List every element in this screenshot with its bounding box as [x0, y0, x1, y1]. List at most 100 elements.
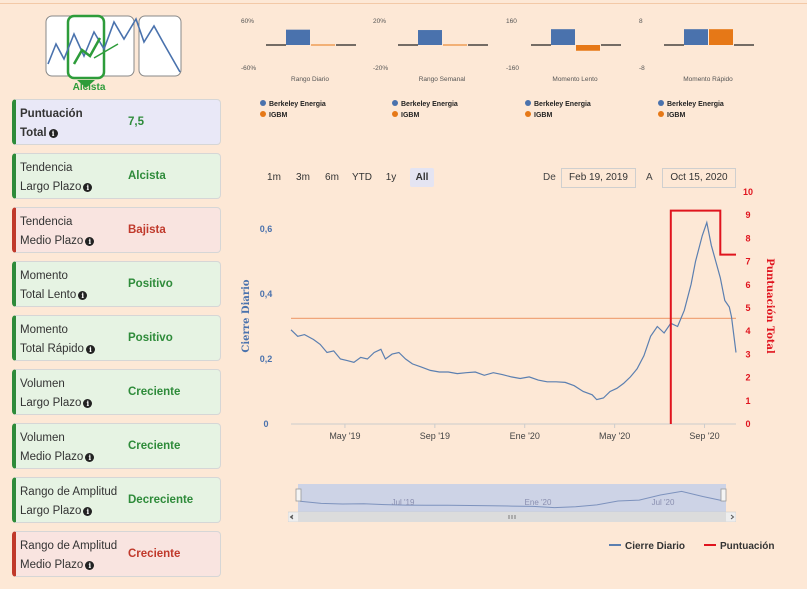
card-value: Positivo: [128, 332, 173, 344]
legend-close[interactable]: Cierre Diario: [609, 541, 685, 552]
scroll-left-arrow-icon[interactable]: [289, 514, 294, 520]
card-value: Creciente: [128, 548, 181, 560]
card-label: Volumen Largo Plazo i: [20, 375, 93, 413]
trend-signal-logo: [44, 14, 184, 94]
mini-legend-label: Berkeley Energia: [534, 101, 591, 108]
price-score-chart: May '19 Sep '19 Ene '20 May '20 Sep '20 0 0,2 0…: [241, 187, 775, 441]
info-icon[interactable]: i: [83, 507, 93, 516]
to-label: A: [646, 172, 653, 183]
mini-legend: Berkeley Energia IGBM: [658, 99, 724, 121]
mini-legend-item[interactable]: IGBM: [658, 110, 724, 121]
indicator-card: Rango de Amplitud Medio Plazo i Creciente: [12, 531, 221, 577]
navigator-left-handle[interactable]: [295, 488, 302, 502]
y-tick-label: 0,6: [260, 224, 273, 234]
card-value: Alcista: [128, 170, 166, 182]
mini-legend-item[interactable]: IGBM: [260, 110, 326, 121]
navigator-right-handle[interactable]: [720, 488, 727, 502]
card-label-line1: Volumen: [20, 432, 65, 444]
mini-bar: [576, 45, 600, 51]
card-value: Positivo: [128, 278, 173, 290]
mini-legend: Berkeley Energia IGBM: [392, 99, 458, 121]
info-icon[interactable]: i: [78, 291, 88, 300]
y-tick-label: 0,4: [260, 289, 273, 299]
info-icon[interactable]: i: [85, 237, 95, 246]
legend-close-swatch: [609, 544, 621, 546]
x-tick-label: Sep '20: [689, 431, 719, 441]
range-button-all[interactable]: All: [410, 168, 434, 187]
mini-bar: [684, 29, 708, 45]
mini-bar: [286, 29, 310, 45]
info-icon[interactable]: i: [85, 345, 95, 354]
y-axis-title: Cierre Diario: [241, 279, 252, 353]
range-button-3m[interactable]: 3m: [296, 172, 310, 183]
card-label: Rango de Amplitud Medio Plazo i: [20, 537, 117, 575]
mini-legend-item[interactable]: IGBM: [525, 110, 591, 121]
info-icon[interactable]: i: [83, 399, 93, 408]
mini-legend-item[interactable]: IGBM: [392, 110, 458, 121]
legend-score-swatch: [704, 544, 716, 546]
mini-bar: [709, 29, 733, 45]
mini-bar-chart: 60% -60% Rango Diario: [241, 18, 356, 83]
to-date-input[interactable]: Oct 15, 2020: [662, 168, 736, 188]
mini-legend-label: Berkeley Energia: [667, 101, 724, 108]
mini-legend-item[interactable]: Berkeley Energia: [658, 99, 724, 110]
info-icon[interactable]: i: [48, 129, 58, 138]
from-date-input[interactable]: Feb 19, 2019: [561, 168, 636, 188]
card-label-line2: Medio Plazo: [20, 559, 84, 571]
indicator-card: Rango de Amplitud Largo Plazo i Decreciente: [12, 477, 221, 523]
card-label-line2: Medio Plazo: [20, 235, 84, 247]
indicator-card: Momento Total Rápido i Positivo: [12, 315, 221, 361]
close-series-line[interactable]: [290, 220, 737, 401]
card-value: Decreciente: [128, 494, 194, 506]
indicator-card: Tendencia Largo Plazo i Alcista: [12, 153, 221, 199]
mini-legend-label: IGBM: [401, 112, 420, 119]
indicator-card: Volumen Medio Plazo i Creciente: [12, 423, 221, 469]
mini-bar-chart: 8 -8 Momento Rápido: [639, 18, 754, 83]
mini-legend: Berkeley Energia IGBM: [260, 99, 326, 121]
range-button-1y[interactable]: 1y: [385, 172, 397, 183]
card-label-line1: Puntuación: [20, 108, 83, 120]
range-button-ytd[interactable]: YTD: [352, 172, 372, 183]
range-button-6m[interactable]: 6m: [325, 172, 339, 183]
indicator-card: Puntuación Total i 7,5: [12, 99, 221, 145]
scroll-right-arrow-icon[interactable]: [730, 514, 735, 520]
card-value: Creciente: [128, 440, 181, 452]
card-label: Rango de Amplitud Largo Plazo i: [20, 483, 117, 521]
x-tick-label: May '19: [329, 431, 360, 441]
range-button-1m[interactable]: 1m: [267, 172, 281, 183]
mini-legend-label: IGBM: [534, 112, 553, 119]
card-label-line2: Total Rápido: [20, 343, 84, 355]
mini-bar: [418, 30, 442, 45]
legend-score-label: Puntuación: [720, 541, 775, 552]
y-tick-label: 0: [263, 419, 268, 429]
info-icon[interactable]: i: [83, 183, 93, 192]
mini-legend-item[interactable]: Berkeley Energia: [525, 99, 591, 110]
legend-score[interactable]: Puntuación: [704, 541, 774, 552]
card-label: Tendencia Medio Plazo i: [20, 213, 95, 251]
score-series-line[interactable]: [669, 209, 736, 424]
mini-chart-title: Momento Lento: [552, 76, 598, 83]
signal-caption: Alcista: [72, 82, 106, 93]
info-icon[interactable]: i: [85, 561, 95, 570]
y2-tick-label: 10: [743, 187, 753, 197]
y2-tick-label: 6: [745, 280, 750, 290]
card-label-line1: Rango de Amplitud: [20, 486, 118, 498]
y2-axis-title: Puntuación Total: [764, 258, 775, 354]
mini-ytick-top: 60%: [241, 18, 254, 25]
mini-ytick-bottom: -60%: [241, 65, 256, 72]
navigator-tick-label: Jul '20: [652, 498, 675, 507]
mini-legend-label: Berkeley Energia: [401, 101, 458, 108]
legend-dot-icon: [658, 100, 664, 106]
y2-tick-label: 3: [745, 349, 750, 359]
mini-legend-item[interactable]: Berkeley Energia: [260, 99, 326, 110]
navigator-tick-label: Jul '19: [392, 498, 415, 507]
card-label-line2: Largo Plazo: [20, 181, 82, 193]
mini-legend-label: Berkeley Energia: [269, 101, 326, 108]
card-label-line2: Largo Plazo: [20, 397, 82, 409]
y2-tick-label: 8: [745, 233, 750, 243]
indicator-card: Tendencia Medio Plazo i Bajista: [12, 207, 221, 253]
info-icon[interactable]: i: [85, 453, 95, 462]
mini-legend-item[interactable]: Berkeley Energia: [392, 99, 458, 110]
y2-tick-label: 4: [745, 326, 750, 336]
navigator-chart[interactable]: Jul '19 Ene '20 Jul '20: [288, 484, 736, 522]
